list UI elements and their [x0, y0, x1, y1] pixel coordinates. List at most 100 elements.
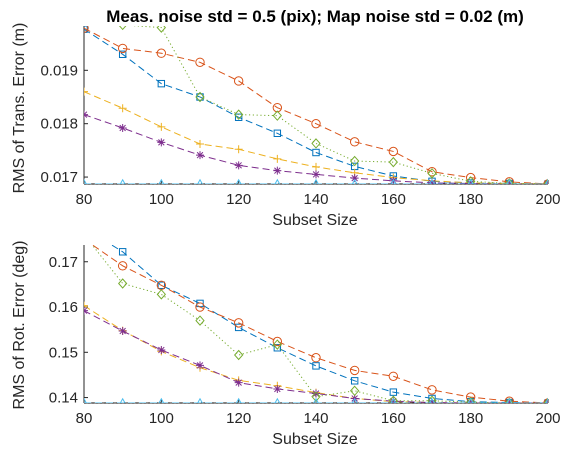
bottom-point-asterisk [157, 346, 166, 355]
bottom-point-square [312, 362, 320, 370]
bottom-series-circle [80, 235, 548, 403]
bottom-y-tick-label: 0.15 [49, 344, 78, 361]
top-point-circle [504, 177, 515, 184]
top-y-axis-label: RMS of Trans. Error (m) [11, 23, 28, 194]
bottom-y-tick-label: 0.17 [49, 254, 78, 271]
bottom-series-diamond [80, 230, 548, 403]
top-point-diamond [504, 178, 515, 184]
bottom-point-square [81, 225, 87, 231]
bottom-point-diamond [80, 230, 88, 239]
translation-error-plot: RMS of Trans. Error (m) Subset Size 80 10… [11, 23, 561, 229]
bottom-point-circle [311, 353, 321, 363]
top-point-plus [118, 104, 127, 113]
bottom-series-line-circle [91, 245, 548, 403]
top-point-plus [84, 87, 88, 96]
top-point-circle [117, 43, 128, 54]
bottom-point-triangle [313, 397, 319, 403]
bottom-point-diamond [388, 395, 399, 403]
top-point-asterisk [234, 161, 243, 170]
bottom-point-asterisk [196, 361, 204, 370]
bottom-point-asterisk [118, 327, 127, 336]
figure-title: Meas. noise std = 0.5 (pix); Map noise s… [106, 7, 524, 26]
top-point-square [312, 148, 320, 157]
bottom-point-diamond [233, 349, 244, 361]
top-x-tick-label: 180 [458, 191, 483, 208]
bottom-point-circle [233, 318, 244, 328]
top-point-diamond [388, 156, 399, 168]
top-point-plus [312, 162, 320, 171]
top-point-circle [156, 48, 167, 58]
top-point-asterisk [466, 179, 475, 184]
top-point-plus [157, 122, 166, 131]
bottom-series-triangle [84, 397, 548, 403]
bottom-point-triangle [390, 397, 397, 403]
top-point-plus [196, 139, 204, 148]
top-x-tick-label: 80 [76, 191, 93, 208]
top-point-triangle [390, 178, 397, 184]
bottom-point-square [273, 344, 282, 352]
top-x-axis-label: Subset Size [272, 212, 357, 229]
bottom-series-square [81, 225, 548, 403]
top-point-diamond [156, 26, 167, 33]
bottom-x-tick-label: 80 [76, 410, 93, 427]
top-series-triangle [84, 178, 548, 184]
top-point-triangle [506, 178, 513, 184]
bottom-point-diamond [272, 339, 283, 350]
top-point-circle [84, 26, 89, 33]
top-point-circle [233, 76, 244, 86]
bottom-x-tick-label: 160 [381, 410, 406, 427]
bottom-point-asterisk [234, 378, 243, 387]
top-point-triangle [351, 178, 358, 184]
top-point-circle [195, 57, 205, 67]
top-x-tick-label: 100 [149, 191, 174, 208]
top-point-triangle [274, 178, 281, 184]
bottom-x-tick-label: 180 [458, 410, 483, 427]
bottom-point-triangle [506, 397, 513, 403]
top-point-circle [388, 146, 399, 157]
top-point-triangle [197, 178, 203, 184]
bottom-y-tick-label: 0.14 [49, 390, 78, 407]
top-point-triangle [545, 178, 548, 184]
bottom-point-triangle [545, 397, 548, 403]
top-x-tick-label: 200 [535, 191, 560, 208]
top-point-asterisk [84, 110, 88, 119]
bottom-point-diamond [543, 397, 548, 403]
bottom-point-triangle [351, 397, 358, 403]
top-x-tick-label: 140 [303, 191, 328, 208]
bottom-point-triangle [119, 397, 126, 403]
top-point-diamond [311, 138, 321, 149]
top-point-diamond [195, 91, 205, 103]
bottom-point-circle [80, 235, 88, 243]
bottom-x-axis-label: Subset Size [272, 431, 357, 448]
top-point-triangle [235, 178, 242, 184]
top-point-circle [311, 118, 321, 129]
bottom-point-diamond [427, 395, 437, 403]
bottom-point-square [157, 281, 166, 289]
bottom-point-circle [272, 336, 283, 347]
top-point-square [350, 162, 359, 171]
bottom-series-line-diamond [91, 245, 548, 403]
bottom-point-diamond [156, 289, 167, 300]
bottom-point-triangle [158, 397, 165, 403]
top-point-asterisk [273, 166, 282, 175]
top-series-line-diamond [130, 26, 548, 184]
bottom-series-line-square [110, 245, 548, 403]
top-point-diamond [118, 26, 127, 31]
top-point-asterisk [312, 170, 320, 179]
bottom-x-tick-label: 120 [226, 410, 251, 427]
bottom-point-circle [388, 371, 399, 381]
bottom-point-diamond [117, 278, 128, 289]
bottom-point-circle [504, 396, 515, 403]
bottom-point-plus [84, 301, 88, 310]
bottom-x-tick-label: 100 [149, 410, 174, 427]
bottom-x-tick-label: 200 [535, 410, 560, 427]
bottom-point-triangle [84, 397, 87, 403]
bottom-point-square [350, 377, 359, 385]
top-point-circle [349, 137, 360, 147]
top-y-tick-label: 0.019 [40, 62, 78, 79]
top-series-line-square [84, 28, 548, 184]
top-point-triangle [313, 178, 319, 184]
bottom-point-diamond [195, 315, 205, 326]
top-point-diamond [543, 178, 548, 184]
